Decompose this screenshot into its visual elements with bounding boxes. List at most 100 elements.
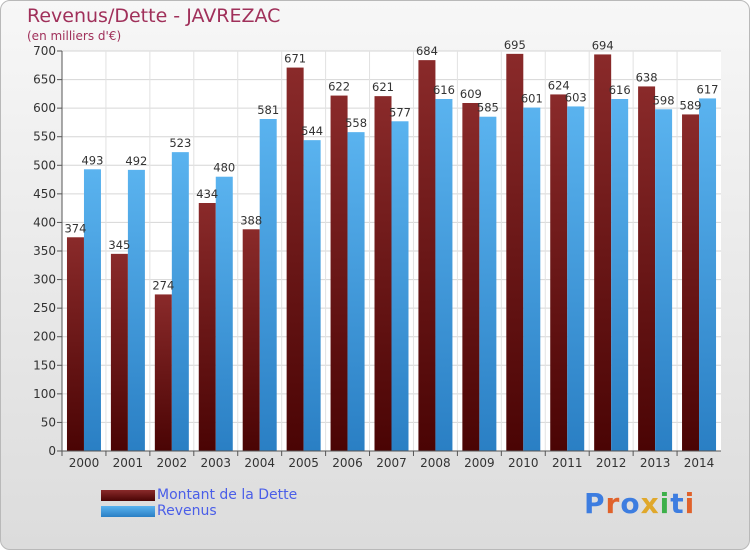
- axes: 0 50 100 150 200 250 300 350 400 450 500 550 600 650 7…: [33, 44, 721, 470]
- data-label-dette-2000: 374: [64, 221, 86, 235]
- x-tick-label: 2001: [113, 456, 144, 470]
- data-label-dette-2014: 589: [680, 98, 702, 112]
- chart-title: Revenus/Dette - JAVREZAC: [27, 5, 281, 27]
- bar-revenus-2004: [259, 119, 277, 451]
- bar-revenus-2005: [303, 140, 321, 451]
- bar-revenus-2003: [215, 176, 233, 451]
- y-tick-label: 250: [33, 301, 56, 315]
- logo-letter: P: [584, 487, 606, 520]
- y-tick-label: 0: [48, 444, 56, 458]
- legend-label-revenus: Revenus: [157, 503, 217, 519]
- bar-dette-2002: [154, 294, 172, 451]
- legend-label-debt: Montant de la Dette: [157, 487, 298, 503]
- data-label-dette-2012: 694: [592, 38, 614, 52]
- bar-dette-2001: [110, 253, 128, 451]
- y-tick-label: 650: [33, 73, 56, 87]
- bar-revenus-2000: [83, 169, 101, 452]
- bar-revenus-2010: [523, 107, 541, 452]
- bar-dette-2004: [242, 229, 260, 451]
- data-label-revenus-2012: 616: [609, 83, 631, 97]
- x-tick-label: 2004: [244, 456, 275, 470]
- y-tick-label: 350: [33, 244, 56, 258]
- y-tick-label: 500: [33, 158, 56, 172]
- y-tick-label: 100: [33, 387, 56, 401]
- x-tick-label: 2013: [640, 456, 671, 470]
- bars: [66, 53, 717, 452]
- bar-revenus-2008: [435, 99, 453, 451]
- x-tick-label: 2008: [420, 456, 451, 470]
- bar-dette-2010: [506, 53, 524, 451]
- data-label-dette-2005: 671: [284, 52, 306, 66]
- data-label-revenus-2003: 480: [213, 161, 235, 175]
- data-label-dette-2002: 274: [152, 278, 174, 292]
- bar-revenus-2009: [479, 116, 497, 451]
- legend-swatch-revenus: [101, 506, 155, 517]
- y-tick-label: 200: [33, 330, 56, 344]
- x-tick-label: 2000: [69, 456, 100, 470]
- logo-letter: i: [659, 487, 671, 520]
- data-label-dette-2013: 638: [636, 70, 658, 84]
- bar-revenus-2002: [171, 152, 189, 451]
- y-tick-label: 600: [33, 101, 56, 115]
- bar-revenus-2001: [127, 169, 145, 451]
- x-tick-label: 2005: [288, 456, 319, 470]
- data-label-revenus-2002: 523: [169, 136, 191, 150]
- bar-revenus-2011: [567, 106, 585, 451]
- y-tick-label: 550: [33, 130, 56, 144]
- bar-revenus-2006: [347, 132, 365, 451]
- y-tick-label: 450: [33, 187, 56, 201]
- data-label-dette-2006: 622: [328, 80, 350, 94]
- bar-dette-2014: [682, 114, 700, 451]
- data-label-dette-2007: 621: [372, 80, 394, 94]
- bar-dette-2013: [638, 86, 656, 451]
- logo-letter: i: [684, 487, 696, 520]
- data-label-dette-2001: 345: [108, 238, 130, 252]
- x-tick-label: 2007: [376, 456, 407, 470]
- data-label-revenus-2014: 617: [697, 82, 719, 96]
- bar-revenus-2007: [391, 121, 409, 452]
- data-label-revenus-2013: 598: [653, 93, 675, 107]
- labels: 374 493 345 492 274 523 434 480 388 581 671 544 622 5…: [64, 38, 718, 293]
- bar-dette-2011: [550, 94, 568, 451]
- x-tick-label: 2014: [684, 456, 715, 470]
- data-label-revenus-2007: 577: [389, 105, 411, 119]
- chart-subtitle: (en milliers d'€): [27, 29, 122, 43]
- bar-dette-2000: [66, 237, 84, 451]
- data-label-revenus-2010: 601: [521, 92, 543, 106]
- proxiti-logo: Proxiti: [584, 487, 695, 520]
- x-tick-label: 2009: [464, 456, 495, 470]
- logo-letter: x: [640, 487, 660, 520]
- logo-letter: t: [670, 487, 685, 520]
- data-label-revenus-2004: 581: [257, 103, 279, 117]
- x-tick-label: 2003: [200, 456, 231, 470]
- bar-dette-2007: [374, 96, 392, 452]
- data-label-revenus-2008: 616: [433, 83, 455, 97]
- data-label-revenus-2006: 558: [345, 116, 367, 130]
- data-label-dette-2011: 624: [548, 78, 570, 92]
- data-label-dette-2008: 684: [416, 44, 438, 58]
- data-label-dette-2009: 609: [460, 87, 482, 101]
- bar-revenus-2014: [699, 98, 717, 451]
- data-label-revenus-2009: 585: [477, 101, 499, 115]
- data-label-dette-2010: 695: [504, 38, 526, 52]
- data-label-dette-2004: 388: [240, 213, 262, 227]
- legend-swatch-debt: [101, 490, 155, 501]
- data-label-revenus-2001: 492: [125, 154, 147, 168]
- data-label-revenus-2000: 493: [81, 153, 103, 167]
- bar-dette-2003: [198, 203, 216, 451]
- logo-letter: r: [605, 487, 621, 520]
- bar-revenus-2012: [611, 99, 629, 451]
- x-tick-label: 2012: [596, 456, 627, 470]
- y-tick-label: 400: [33, 215, 56, 229]
- bar-dette-2012: [594, 54, 612, 452]
- x-tick-label: 2006: [332, 456, 363, 470]
- x-tick-label: 2010: [508, 456, 539, 470]
- x-tick-label: 2002: [157, 456, 188, 470]
- data-label-revenus-2011: 603: [565, 90, 587, 104]
- bar-revenus-2013: [655, 109, 673, 452]
- bar-dette-2009: [462, 103, 480, 451]
- x-tick-label: 2011: [552, 456, 583, 470]
- data-label-revenus-2005: 544: [301, 124, 323, 138]
- y-tick-label: 300: [33, 273, 56, 287]
